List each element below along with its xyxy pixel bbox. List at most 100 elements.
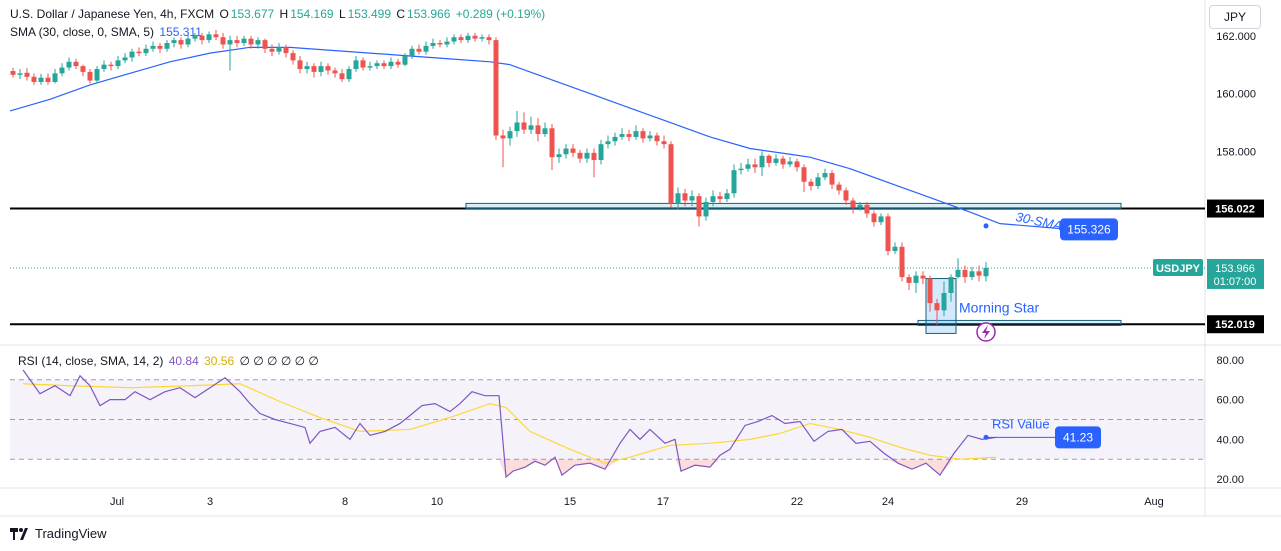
time-tick-label: 17	[657, 496, 669, 508]
candle-body	[507, 131, 513, 139]
candle-body	[395, 61, 401, 65]
candle-body	[913, 275, 919, 283]
morning-star-label: Morning Star	[959, 299, 1039, 315]
candle-body	[45, 77, 51, 83]
current-price-tag-bg	[1207, 258, 1264, 289]
candle-body	[262, 40, 268, 49]
candle-body	[325, 66, 331, 71]
candle-body	[430, 43, 436, 46]
candle-body	[59, 67, 65, 74]
candle-body	[871, 213, 877, 223]
candle-body	[605, 141, 611, 145]
rsi-oversold-fill	[506, 459, 513, 478]
candle-body	[122, 57, 128, 61]
sma-value: 155.311	[159, 25, 202, 39]
candle-body	[248, 38, 254, 45]
brand-name: TradingView	[35, 526, 107, 541]
candle-body	[514, 122, 520, 132]
candle-body	[17, 73, 23, 75]
candle-body	[472, 35, 478, 39]
candle-body	[815, 177, 821, 187]
candle-body	[682, 193, 688, 201]
time-tick-label: 3	[207, 496, 213, 508]
rsi-line	[22, 369, 997, 479]
candle-body	[780, 158, 786, 165]
sma-header[interactable]: SMA (30, close, 0, SMA, 5) 155.311	[10, 25, 204, 39]
candle-body	[927, 278, 933, 304]
candle-body	[444, 41, 450, 45]
candle-body	[759, 155, 765, 168]
candle-body	[570, 148, 576, 153]
candle-body	[752, 164, 758, 168]
candle-body	[73, 61, 79, 67]
candle-body	[829, 173, 835, 185]
candle-body	[528, 125, 534, 130]
candle-body	[556, 154, 562, 158]
candle-body	[843, 190, 849, 201]
candle-body	[934, 303, 940, 311]
candle-body	[955, 269, 961, 278]
rsi-header[interactable]: RSI (14, close, SMA, 14, 2) 40.84 30.56 …	[18, 354, 321, 368]
tradingview-logo[interactable]: TradingView	[10, 526, 107, 541]
candle-body	[129, 51, 135, 58]
candle-body	[535, 125, 541, 135]
candle-body	[668, 144, 674, 204]
candle-body	[766, 155, 772, 163]
candle-body	[199, 35, 205, 41]
rsi-value: 40.84	[168, 354, 199, 368]
rsi-tick-label: 20.00	[1216, 474, 1244, 486]
level-label-bg-support	[1207, 315, 1264, 334]
candle-body	[857, 204, 863, 208]
price-tick-label: 162.000	[1216, 31, 1256, 43]
rsi-oversold-fill	[898, 459, 912, 470]
candle-body	[801, 167, 807, 182]
candle-body	[906, 277, 912, 283]
support-zone	[917, 319, 1122, 326]
candle-body	[689, 196, 695, 201]
currency-button[interactable]: JPY	[1209, 5, 1261, 29]
candle-body	[493, 40, 499, 136]
resistance-zone	[465, 202, 1122, 209]
candle-body	[402, 56, 408, 65]
symbol-title: U.S. Dollar / Japanese Yen, 4h, FXCM	[10, 7, 215, 21]
candle-body	[878, 216, 884, 223]
candle-body	[486, 37, 492, 41]
candle-body	[836, 184, 842, 191]
candle-body	[409, 48, 415, 57]
candle-body	[290, 53, 296, 61]
candle-body	[388, 61, 394, 67]
candle-body	[269, 48, 275, 52]
candle-body	[584, 152, 590, 159]
candle-body	[94, 69, 100, 81]
candle-body	[283, 47, 289, 54]
candle-body	[633, 131, 639, 137]
rsi-oversold-fill	[681, 459, 695, 472]
candle-body	[794, 161, 800, 168]
candle-body	[367, 66, 373, 68]
candle-body	[213, 34, 219, 38]
rsi-annotation-label: RSI Value	[992, 416, 1050, 431]
rsi-oversold-fill	[710, 459, 720, 468]
candle-body	[500, 135, 506, 139]
candle-body	[612, 136, 618, 142]
candle-body	[920, 275, 926, 279]
candle-body	[549, 128, 555, 158]
candle-body	[983, 267, 989, 277]
candle-body	[381, 63, 387, 67]
sma-value-tag-bg	[1060, 218, 1118, 241]
candle-body	[360, 60, 366, 68]
change-value: +0.289 (+0.19%)	[455, 7, 546, 21]
candle-body	[850, 200, 856, 208]
candle-body	[822, 173, 828, 178]
candle-body	[10, 71, 16, 75]
close-label: C	[396, 7, 406, 21]
candle-body	[297, 60, 303, 70]
time-tick-label: 10	[431, 496, 443, 508]
currency-label: JPY	[1223, 10, 1246, 24]
rsi-tick-label: 60.00	[1216, 395, 1244, 407]
rsi-oversold-fill	[926, 459, 940, 476]
high-label: H	[279, 7, 289, 21]
rsi-oversold-fill	[513, 459, 525, 472]
low-value: 153.499	[347, 7, 392, 21]
